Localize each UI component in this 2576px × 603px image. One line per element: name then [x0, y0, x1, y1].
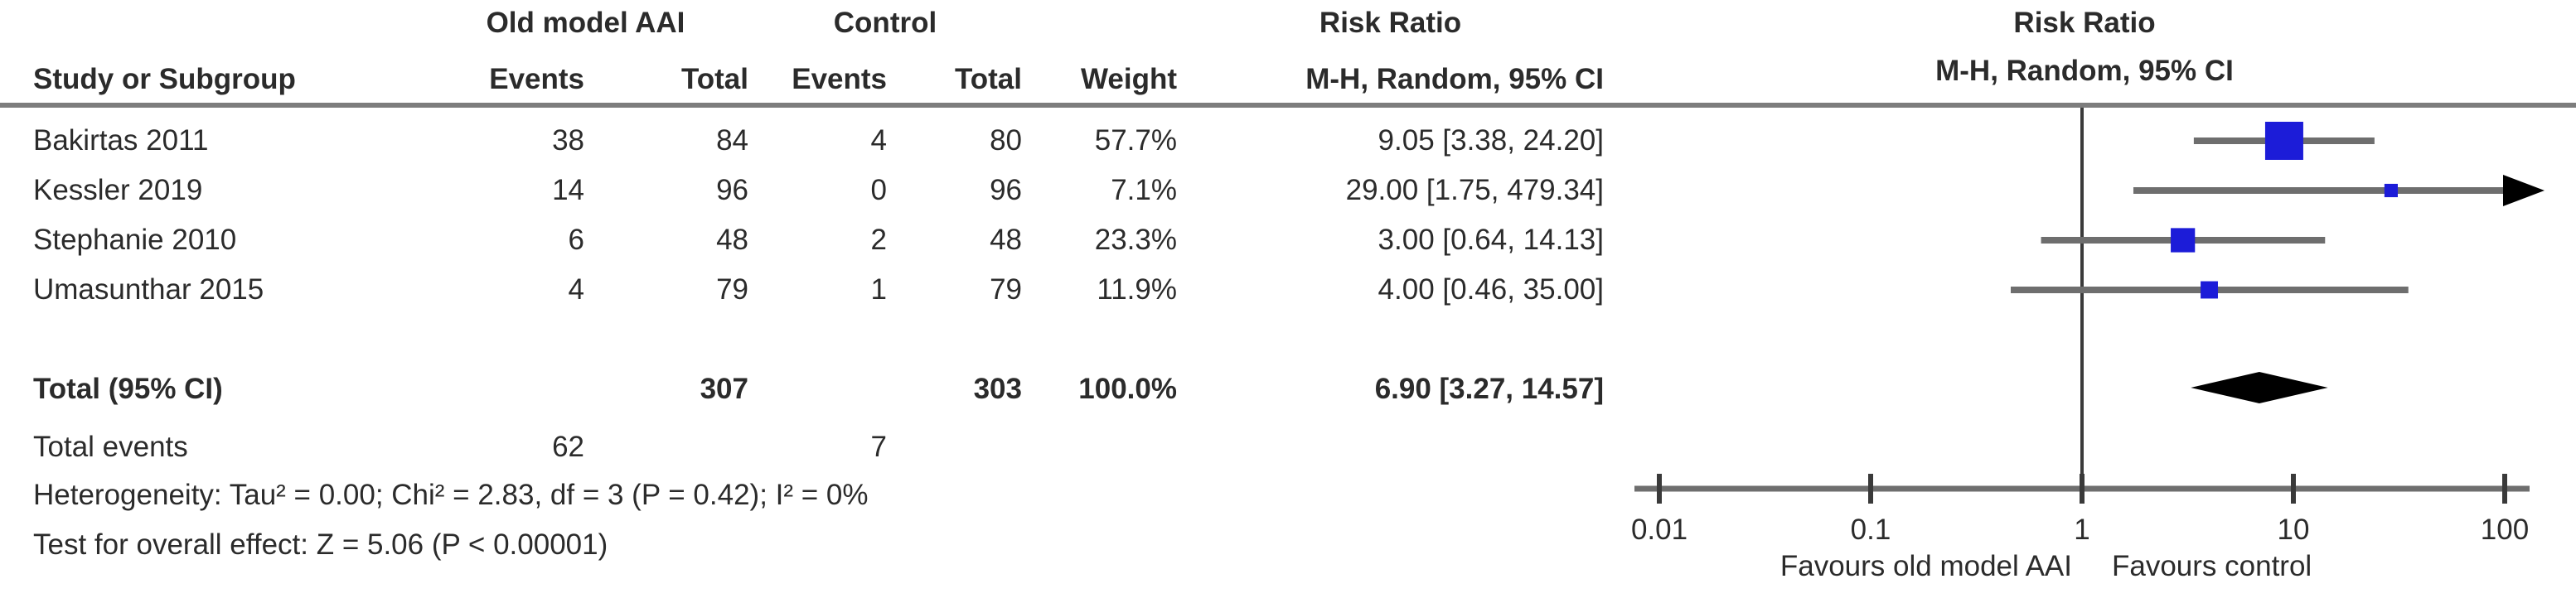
weight: 11.9% [1097, 273, 1177, 306]
treat-total: 48 [716, 224, 748, 256]
axis-tick-label: 100 [2481, 514, 2529, 546]
rr-ci-label: 9.05 [3.38, 24.20] [1378, 124, 1604, 157]
col-header-study: Study or Subgroup [33, 63, 296, 95]
study-name: Umasunthar 2015 [33, 273, 264, 306]
weight: 7.1% [1111, 174, 1177, 206]
total-weight: 100.0% [1078, 373, 1177, 405]
plot-header-mh-ci: M-H, Random, 95% CI [1935, 55, 2234, 87]
col-header-weight: Weight [1080, 63, 1177, 95]
ctrl-events: 0 [870, 174, 887, 206]
column-header-row: Study or Subgroup Events Total Events To… [0, 55, 1604, 104]
rr-ci-label: 4.00 [0.46, 35.00] [1378, 273, 1604, 306]
rr-ci-label: 29.00 [1.75, 479.34] [1345, 174, 1604, 206]
col-header-treat-total: Total [680, 63, 748, 95]
col-header-ctrl-total: Total [954, 63, 1022, 95]
group-header-treatment: Old model AAI [486, 7, 685, 39]
axis-tick-label: 0.1 [1851, 514, 1891, 546]
effect-square [2171, 228, 2196, 253]
total-events-label: Total events [33, 431, 188, 463]
total-rr-ci-label: 6.90 [3.27, 14.57] [1374, 373, 1604, 405]
total-events-row: Total events 62 7 [0, 422, 1604, 472]
group-header-control: Control [833, 7, 937, 39]
weight: 57.7% [1094, 124, 1177, 157]
ctrl-events: 2 [870, 224, 887, 256]
effect-square [2384, 183, 2398, 198]
favours-left-label: Favours old model AAI [1780, 550, 2072, 582]
weight: 23.3% [1094, 224, 1177, 256]
treat-total: 84 [716, 124, 748, 157]
axis-tick-label: 1 [2074, 514, 2089, 546]
ctrl-total: 96 [990, 174, 1022, 206]
overall-effect-stats: Test for overall effect: Z = 5.06 (P < 0… [33, 528, 608, 561]
total-row: Total (95% CI) 307 303 100.0% 6.90 [3.27… [0, 364, 1604, 414]
table-row: Umasunthar 2015 4 79 1 79 11.9% 4.00 [0.… [0, 265, 1604, 315]
effect-square [2201, 281, 2218, 299]
total-ctrl-total: 303 [973, 373, 1022, 405]
study-name: Stephanie 2010 [33, 224, 237, 256]
ctrl-total: 80 [990, 124, 1022, 157]
ci-arrow [2503, 175, 2545, 206]
axis-tick-label: 10 [2278, 514, 2310, 546]
table-row: Stephanie 2010 6 48 2 48 23.3% 3.00 [0.6… [0, 215, 1604, 265]
total-events-treat: 62 [552, 431, 584, 463]
total-events-ctrl: 7 [870, 431, 887, 463]
treat-events: 4 [568, 273, 584, 306]
axis-tick-label: 0.01 [1631, 514, 1687, 546]
treat-events: 6 [568, 224, 584, 256]
plot-header-risk-ratio: Risk Ratio [2013, 7, 2156, 39]
treat-events: 14 [552, 174, 584, 206]
effect-square [2264, 122, 2303, 160]
column-header-risk-ratio-left: Risk Ratio [1319, 7, 1462, 39]
ctrl-events: 1 [870, 273, 887, 306]
study-name: Kessler 2019 [33, 174, 203, 206]
col-header-mh-ci-left: M-H, Random, 95% CI [1305, 63, 1604, 95]
favours-right-label: Favours control [2112, 550, 2312, 582]
table-row: Bakirtas 2011 38 84 4 80 57.7% 9.05 [3.3… [0, 116, 1604, 166]
study-name: Bakirtas 2011 [33, 124, 209, 157]
treat-total: 79 [716, 273, 748, 306]
col-header-ctrl-events: Events [792, 63, 887, 95]
ctrl-total: 48 [990, 224, 1022, 256]
pooled-diamond [2191, 372, 2328, 403]
ctrl-total: 79 [990, 273, 1022, 306]
total-label: Total (95% CI) [33, 373, 223, 405]
ctrl-events: 4 [870, 124, 887, 157]
heterogeneity-stats: Heterogeneity: Tau² = 0.00; Chi² = 2.83,… [33, 479, 869, 511]
treat-events: 38 [552, 124, 584, 157]
rr-ci-label: 3.00 [0.64, 14.13] [1378, 224, 1604, 256]
col-header-treat-events: Events [489, 63, 584, 95]
header-rule [0, 103, 2576, 108]
treat-total: 96 [716, 174, 748, 206]
table-row: Kessler 2019 14 96 0 96 7.1% 29.00 [1.75… [0, 166, 1604, 215]
total-treat-total: 307 [700, 373, 748, 405]
